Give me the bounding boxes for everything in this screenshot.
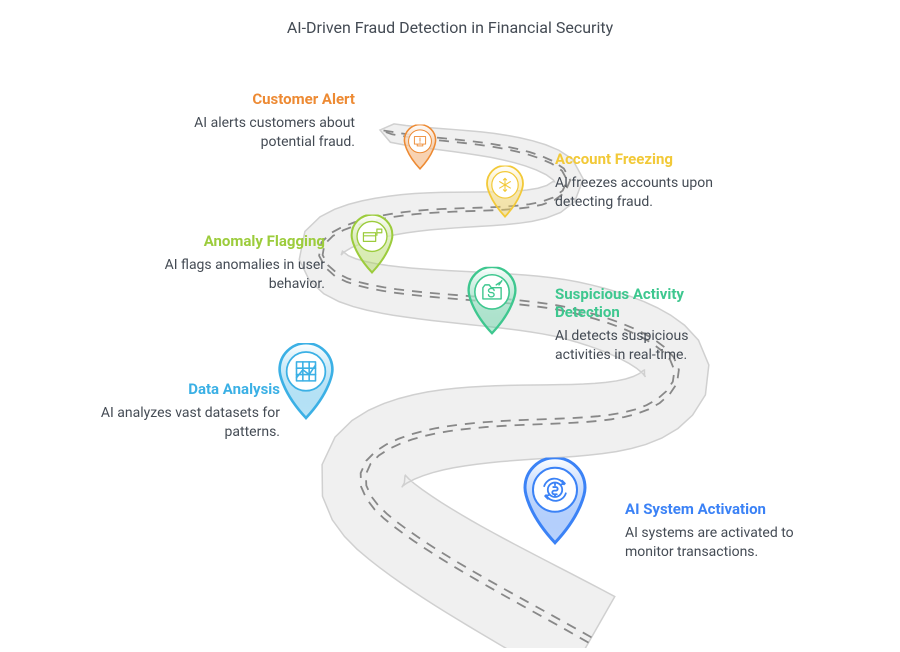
marker-data-analysis [275,343,337,420]
step-heading: AI System Activation [625,500,805,518]
refresh-dollar-icon [544,479,566,501]
step-label-account-freezing: Account Freezing AI freezes accounts upon… [555,150,735,212]
step-description: AI flags anomalies in user behavior. [145,256,325,294]
step-label-suspicious-activity: Suspicious Activity Detection AI detects … [555,285,735,365]
marker-customer-alert [402,125,438,171]
step-description: AI freezes accounts upon detecting fraud… [555,174,735,212]
step-description: AI detects suspicious activities in real… [555,327,735,365]
step-heading: Data Analysis [100,380,280,398]
step-label-data-analysis: Data Analysis AI analyzes vast datasets f… [100,380,280,442]
marker-account-freezing [484,166,526,219]
step-label-customer-alert: Customer Alert AI alerts customers about … [175,90,355,152]
marker-anomaly-flagging [348,215,396,275]
step-label-ai-system-activation: AI System Activation AI systems are activ… [625,500,805,562]
step-description: AI analyzes vast datasets for patterns. [100,404,280,442]
step-heading: Suspicious Activity Detection [555,285,735,321]
step-heading: Customer Alert [175,90,355,108]
marker-suspicious-activity [465,267,520,335]
step-description: AI systems are activated to monitor tran… [625,524,805,562]
step-heading: Anomaly Flagging [145,232,325,250]
marker-ai-system-activation [520,458,590,546]
step-label-anomaly-flagging: Anomaly Flagging AI flags anomalies in us… [145,232,325,294]
step-description: AI alerts customers about potential frau… [175,114,355,152]
step-heading: Account Freezing [555,150,735,168]
